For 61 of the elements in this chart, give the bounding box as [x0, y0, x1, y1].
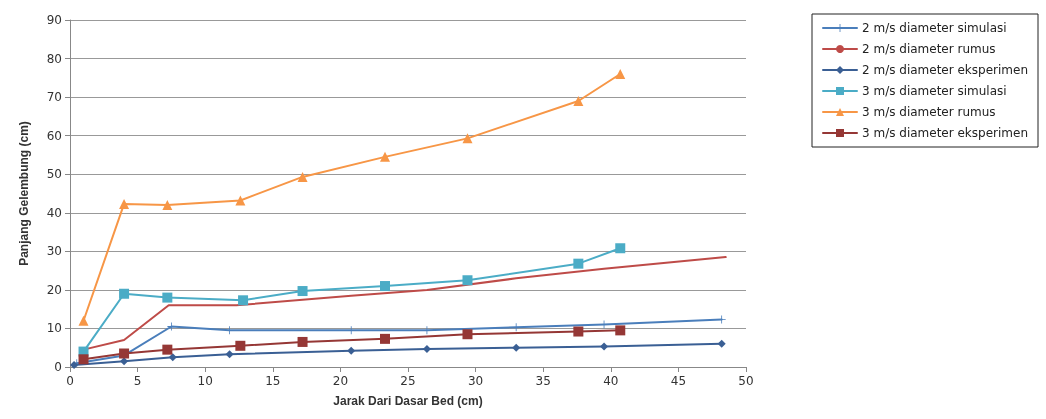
point — [162, 344, 173, 355]
y-tick-label: 30 — [46, 244, 62, 259]
legend-label: 3 m/s diameter rumus — [862, 105, 996, 119]
legend-label: 3 m/s diameter eksperimen — [862, 126, 1029, 140]
y-tick-label: 20 — [46, 282, 62, 297]
y-tick-label: 0 — [54, 360, 62, 374]
legend-label: 2 m/s diameter eksperimen — [862, 63, 1029, 77]
y-axis-title: Panjang Gelembung (cm) — [17, 121, 31, 266]
legend-label: 3 m/s diameter simulasi — [862, 84, 1007, 98]
y-tick-label: 80 — [46, 51, 62, 66]
point — [162, 292, 173, 303]
x-tick-label: 45 — [670, 374, 687, 388]
point — [573, 95, 584, 106]
point — [347, 346, 356, 355]
point — [297, 286, 308, 297]
point — [225, 350, 234, 359]
x-tick-label: 40 — [603, 374, 619, 388]
point — [615, 325, 626, 336]
point — [717, 339, 726, 348]
point — [462, 275, 473, 286]
x-tick-label: 20 — [332, 374, 349, 388]
x-tick-label: 0 — [66, 374, 74, 388]
point — [573, 258, 584, 269]
point — [235, 340, 246, 351]
y-tick-label: 10 — [46, 321, 62, 336]
point — [380, 333, 391, 344]
x-tick-label: 25 — [400, 374, 416, 388]
y-tick-label: 40 — [46, 205, 62, 220]
x-tick-label: 30 — [467, 374, 484, 388]
y-tick-label: 50 — [46, 167, 62, 182]
point — [615, 68, 626, 79]
point — [380, 281, 391, 292]
x-tick-label: 15 — [265, 374, 281, 388]
point — [119, 198, 130, 209]
point — [422, 344, 431, 353]
x-axis-title: Jarak Dari Dasar Bed (cm) — [333, 394, 483, 408]
point — [462, 329, 473, 340]
y-tick-label: 60 — [46, 128, 62, 143]
point — [297, 336, 308, 347]
point — [512, 343, 521, 352]
point — [168, 353, 177, 362]
point — [119, 288, 130, 299]
legend-label: 2 m/s diameter simulasi — [862, 21, 1007, 35]
y-tick-label: 90 — [46, 13, 62, 27]
point — [462, 133, 473, 144]
point — [600, 342, 609, 351]
x-tick-label: 50 — [738, 374, 754, 388]
x-tick-label: 5 — [133, 374, 142, 388]
legend-label: 2 m/s diameter rumus — [862, 42, 996, 56]
x-tick-label: 10 — [197, 374, 213, 388]
point — [238, 295, 249, 306]
point — [235, 195, 246, 206]
y-tick-label: 70 — [46, 90, 62, 105]
point — [162, 200, 173, 211]
point — [573, 326, 584, 337]
point — [78, 315, 89, 326]
point — [615, 243, 626, 254]
point — [380, 151, 391, 162]
point — [78, 354, 89, 365]
x-tick-label: 35 — [535, 374, 551, 388]
point — [297, 171, 308, 182]
